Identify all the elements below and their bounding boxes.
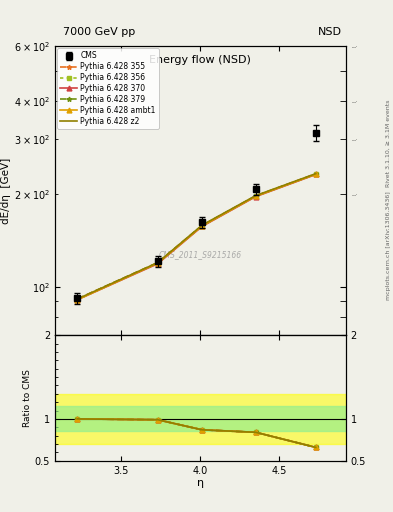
Pythia 6.428 356 xyxy=(155,260,160,266)
Pythia 6.428 370 xyxy=(155,261,160,267)
Pythia 6.428 355 xyxy=(253,193,258,199)
Line: Pythia 6.428 355: Pythia 6.428 355 xyxy=(75,172,318,302)
Pythia 6.428 z2 xyxy=(200,222,204,228)
Pythia 6.428 356 xyxy=(253,193,258,199)
Text: NSD: NSD xyxy=(318,27,342,37)
Text: CMS_2011_S9215166: CMS_2011_S9215166 xyxy=(159,250,242,259)
Pythia 6.428 356 xyxy=(200,223,204,229)
Pythia 6.428 ambt1 xyxy=(155,260,160,266)
Y-axis label: Ratio to CMS: Ratio to CMS xyxy=(23,369,32,427)
Line: Pythia 6.428 ambt1: Pythia 6.428 ambt1 xyxy=(75,172,318,302)
Pythia 6.428 370 xyxy=(75,297,79,303)
Pythia 6.428 355 xyxy=(75,296,79,302)
Text: Rivet 3.1.10, ≥ 3.1M events: Rivet 3.1.10, ≥ 3.1M events xyxy=(386,100,391,187)
Pythia 6.428 379 xyxy=(314,171,318,177)
X-axis label: η: η xyxy=(197,478,204,488)
Pythia 6.428 379 xyxy=(155,260,160,266)
Pythia 6.428 379 xyxy=(200,223,204,229)
Pythia 6.428 355 xyxy=(314,171,318,177)
Pythia 6.428 355 xyxy=(200,223,204,229)
Text: Energy flow (NSD): Energy flow (NSD) xyxy=(149,55,252,65)
Bar xyxy=(55,394,346,444)
Bar xyxy=(55,407,346,432)
Pythia 6.428 379 xyxy=(253,193,258,199)
Y-axis label: dE/dη  [GeV]: dE/dη [GeV] xyxy=(1,158,11,224)
Text: mcplots.cern.ch [arXiv:1306.3436]: mcplots.cern.ch [arXiv:1306.3436] xyxy=(386,191,391,300)
Pythia 6.428 370 xyxy=(200,223,204,229)
Pythia 6.428 355 xyxy=(155,260,160,266)
Pythia 6.428 z2 xyxy=(155,260,160,266)
Pythia 6.428 ambt1 xyxy=(314,171,318,177)
Pythia 6.428 ambt1 xyxy=(75,297,79,303)
Pythia 6.428 370 xyxy=(314,172,318,178)
Pythia 6.428 ambt1 xyxy=(200,223,204,229)
Line: Pythia 6.428 356: Pythia 6.428 356 xyxy=(75,172,318,302)
Pythia 6.428 370 xyxy=(253,194,258,200)
Pythia 6.428 379 xyxy=(75,296,79,302)
Pythia 6.428 356 xyxy=(314,171,318,177)
Line: Pythia 6.428 z2: Pythia 6.428 z2 xyxy=(77,174,316,299)
Pythia 6.428 z2 xyxy=(314,170,318,177)
Pythia 6.428 356 xyxy=(75,297,79,303)
Pythia 6.428 z2 xyxy=(75,296,79,302)
Text: 7000 GeV pp: 7000 GeV pp xyxy=(63,27,135,37)
Line: Pythia 6.428 379: Pythia 6.428 379 xyxy=(75,172,318,302)
Pythia 6.428 ambt1 xyxy=(253,193,258,199)
Line: Pythia 6.428 370: Pythia 6.428 370 xyxy=(75,172,318,302)
Pythia 6.428 z2 xyxy=(253,193,258,199)
Legend: CMS, Pythia 6.428 355, Pythia 6.428 356, Pythia 6.428 370, Pythia 6.428 379, Pyt: CMS, Pythia 6.428 355, Pythia 6.428 356,… xyxy=(57,48,159,129)
